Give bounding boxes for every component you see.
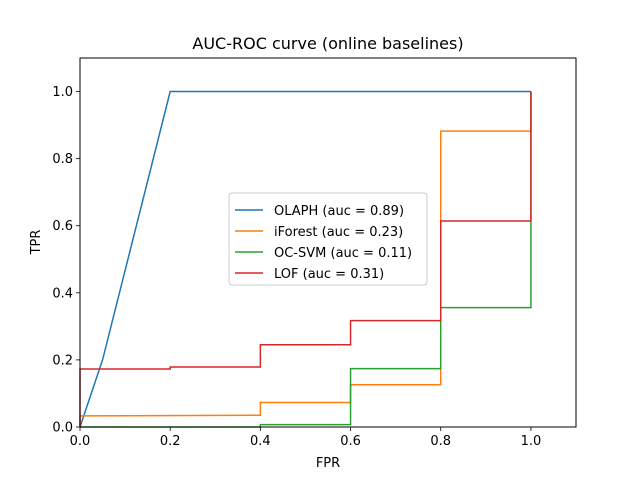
legend-label-1: iForest (auc = 0.23) <box>274 225 403 240</box>
x-tick-label: 0.0 <box>70 434 91 449</box>
legend-label-3: LOF (auc = 0.31) <box>274 267 384 282</box>
x-tick-label: 0.6 <box>340 434 361 449</box>
y-tick-label: 0.6 <box>52 219 73 234</box>
x-tick-label: 0.2 <box>160 434 181 449</box>
x-tick-label: 1.0 <box>521 434 542 449</box>
y-tick-label: 0.4 <box>52 286 73 301</box>
y-axis-label: TPR <box>29 230 44 256</box>
series-line-2 <box>80 91 532 428</box>
x-tick-label: 0.8 <box>430 434 451 449</box>
legend-box <box>228 192 428 286</box>
legend-label-0: OLAPH (auc = 0.89) <box>274 204 404 219</box>
legend-label-2: OC-SVM (auc = 0.11) <box>274 246 412 261</box>
plot-lines <box>79 90 532 428</box>
legend: OLAPH (auc = 0.89) iForest (auc = 0.23) OC… <box>228 192 428 286</box>
x-axis-label: FPR <box>316 456 340 471</box>
series-line-0 <box>79 90 531 428</box>
series-line-3 <box>79 91 532 427</box>
y-axis-ticks: 0.0 0.2 0.4 0.6 0.8 1.0 <box>52 85 80 436</box>
y-tick-label: 0.8 <box>52 152 73 167</box>
x-tick-label: 0.4 <box>250 434 271 449</box>
y-tick-label: 0.0 <box>52 421 73 436</box>
x-axis-ticks: 0.0 0.2 0.4 0.6 0.8 1.0 <box>70 427 542 449</box>
chart-title: AUC-ROC curve (online baselines) <box>192 34 463 53</box>
plot-frame <box>79 57 577 428</box>
y-tick-label: 0.2 <box>52 353 73 368</box>
y-tick-label: 1.0 <box>52 85 73 100</box>
